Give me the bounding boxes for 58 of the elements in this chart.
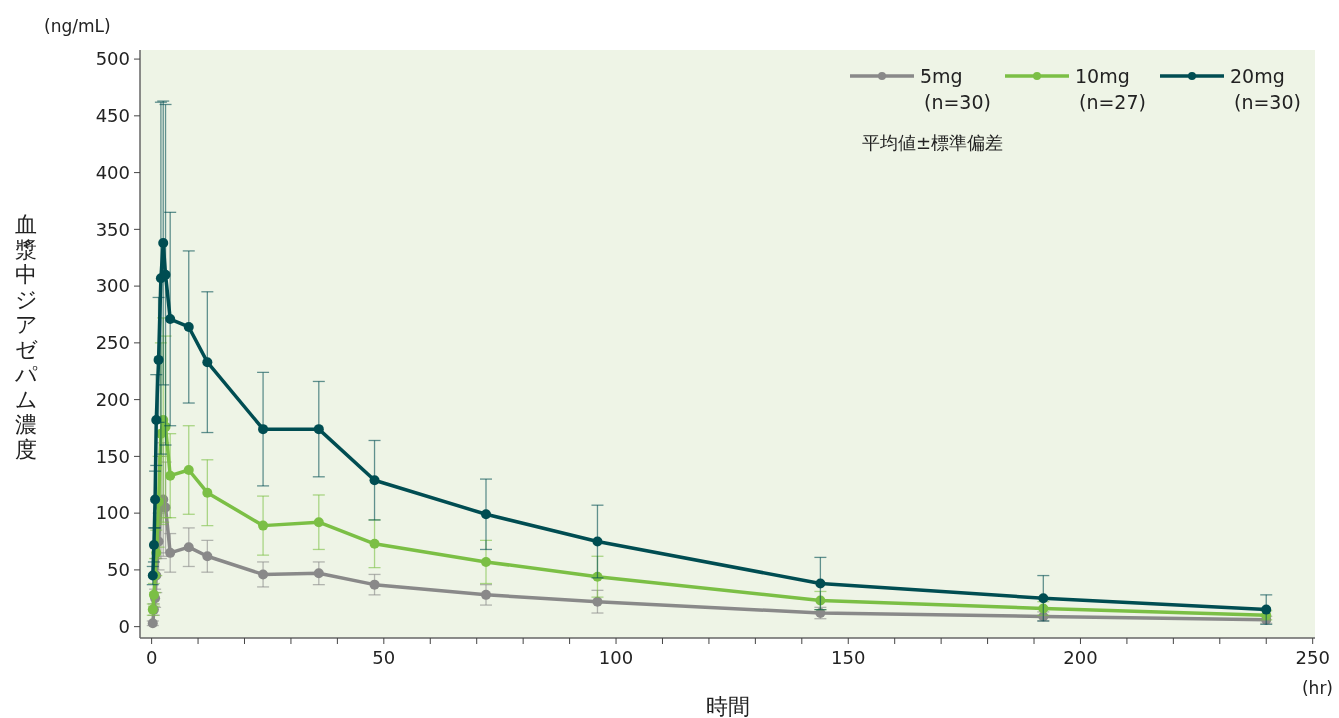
y-tick-label: 50 — [107, 559, 130, 581]
y-tick-label: 400 — [95, 161, 130, 183]
point — [183, 321, 194, 332]
y-tick-label: 100 — [95, 502, 130, 524]
point — [183, 542, 194, 553]
text: (hr) — [1301, 678, 1333, 698]
point — [165, 470, 176, 481]
x-axis-title: 時間 — [705, 694, 750, 718]
point — [313, 517, 324, 528]
point — [165, 547, 176, 558]
x-tick-label: 250 — [1295, 647, 1330, 668]
point — [258, 424, 269, 435]
y-tick-label: 300 — [95, 275, 130, 297]
point — [258, 569, 269, 580]
point — [815, 595, 826, 606]
point — [202, 487, 213, 498]
point — [202, 357, 213, 368]
point — [1261, 604, 1272, 615]
y-tick-label: 0 — [118, 615, 130, 637]
point — [151, 415, 162, 426]
legend-label: 20mg (n=30) — [1230, 64, 1301, 113]
point — [592, 596, 603, 607]
point — [153, 354, 164, 365]
legend-label: 5mg (n=30) — [920, 64, 991, 113]
text: 血漿中ジアゼパム濃度 — [14, 212, 38, 462]
point — [481, 509, 491, 520]
x-tick-label: 50 — [372, 647, 396, 668]
point — [148, 589, 159, 600]
x-tick-label: 150 — [831, 647, 866, 668]
point — [313, 424, 324, 435]
point — [369, 538, 380, 549]
point — [369, 475, 380, 486]
point — [313, 568, 324, 579]
point — [592, 571, 603, 582]
point — [160, 421, 171, 432]
annotation: 平均値±標準偏差 — [862, 132, 1004, 153]
y-tick-label: 250 — [95, 332, 130, 354]
point — [369, 579, 380, 590]
y-tick-label: 350 — [95, 218, 130, 240]
point — [183, 465, 194, 475]
x-tick-label: 100 — [598, 647, 634, 668]
point — [481, 556, 491, 567]
point — [815, 578, 826, 589]
text: (ng/mL) — [44, 16, 111, 36]
x-tick-label: 0 — [145, 647, 158, 668]
y-tick-label: 200 — [95, 388, 130, 410]
point — [258, 520, 269, 531]
point — [481, 589, 491, 600]
point — [165, 314, 176, 325]
y-tick-label: 450 — [95, 105, 130, 127]
legend-label: 10mg (n=27) — [1075, 64, 1146, 113]
y-tick-label: 500 — [95, 48, 130, 70]
point — [1038, 593, 1049, 604]
point — [158, 237, 169, 248]
point — [592, 536, 603, 547]
point — [202, 551, 213, 562]
x-tick-label: 200 — [1063, 647, 1098, 668]
y-tick-label: 150 — [95, 445, 130, 467]
